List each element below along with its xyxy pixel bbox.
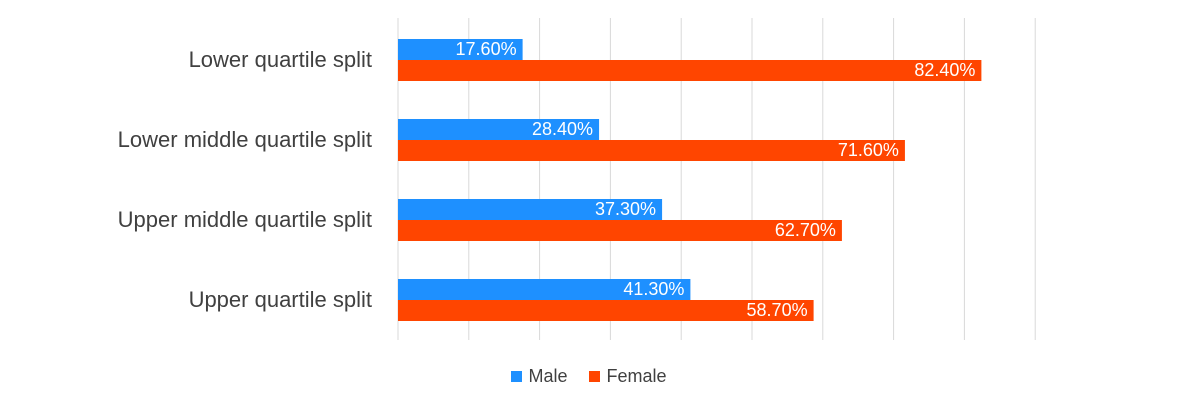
bar-male <box>398 279 691 300</box>
data-label: 17.60% <box>456 39 517 59</box>
data-label: 28.40% <box>532 119 593 139</box>
bar-female <box>398 60 982 81</box>
bar-male <box>398 119 600 140</box>
category-label: Upper quartile split <box>189 287 372 312</box>
bar-male <box>398 199 663 220</box>
data-label: 58.70% <box>747 300 808 320</box>
legend-label-female: Female <box>606 366 667 386</box>
category-labels: Lower quartile split Lower middle quartil… <box>118 47 372 312</box>
category-label: Lower middle quartile split <box>118 127 372 152</box>
data-label: 62.70% <box>775 220 836 240</box>
data-label: 82.40% <box>914 60 975 80</box>
legend-item-male: Male <box>511 366 567 387</box>
legend-swatch-male <box>511 371 523 382</box>
category-label: Lower quartile split <box>189 47 372 72</box>
data-label: 41.30% <box>623 279 684 299</box>
legend-item-female: Female <box>589 366 667 387</box>
bar-female <box>398 220 842 241</box>
bars: 17.60% 82.40% 28.40% 71.60% 37.30% 62.70% 41.3… <box>398 39 982 321</box>
legend-label-male: Male <box>528 366 568 386</box>
legend-swatch-female <box>589 371 601 382</box>
category-label: Upper middle quartile split <box>118 207 372 232</box>
data-label: 71.60% <box>838 140 899 160</box>
legend: Male Female <box>0 366 1178 387</box>
bar-female <box>398 300 814 321</box>
bar-male <box>398 39 523 60</box>
data-label: 37.30% <box>595 199 656 219</box>
bar-female <box>398 140 905 161</box>
